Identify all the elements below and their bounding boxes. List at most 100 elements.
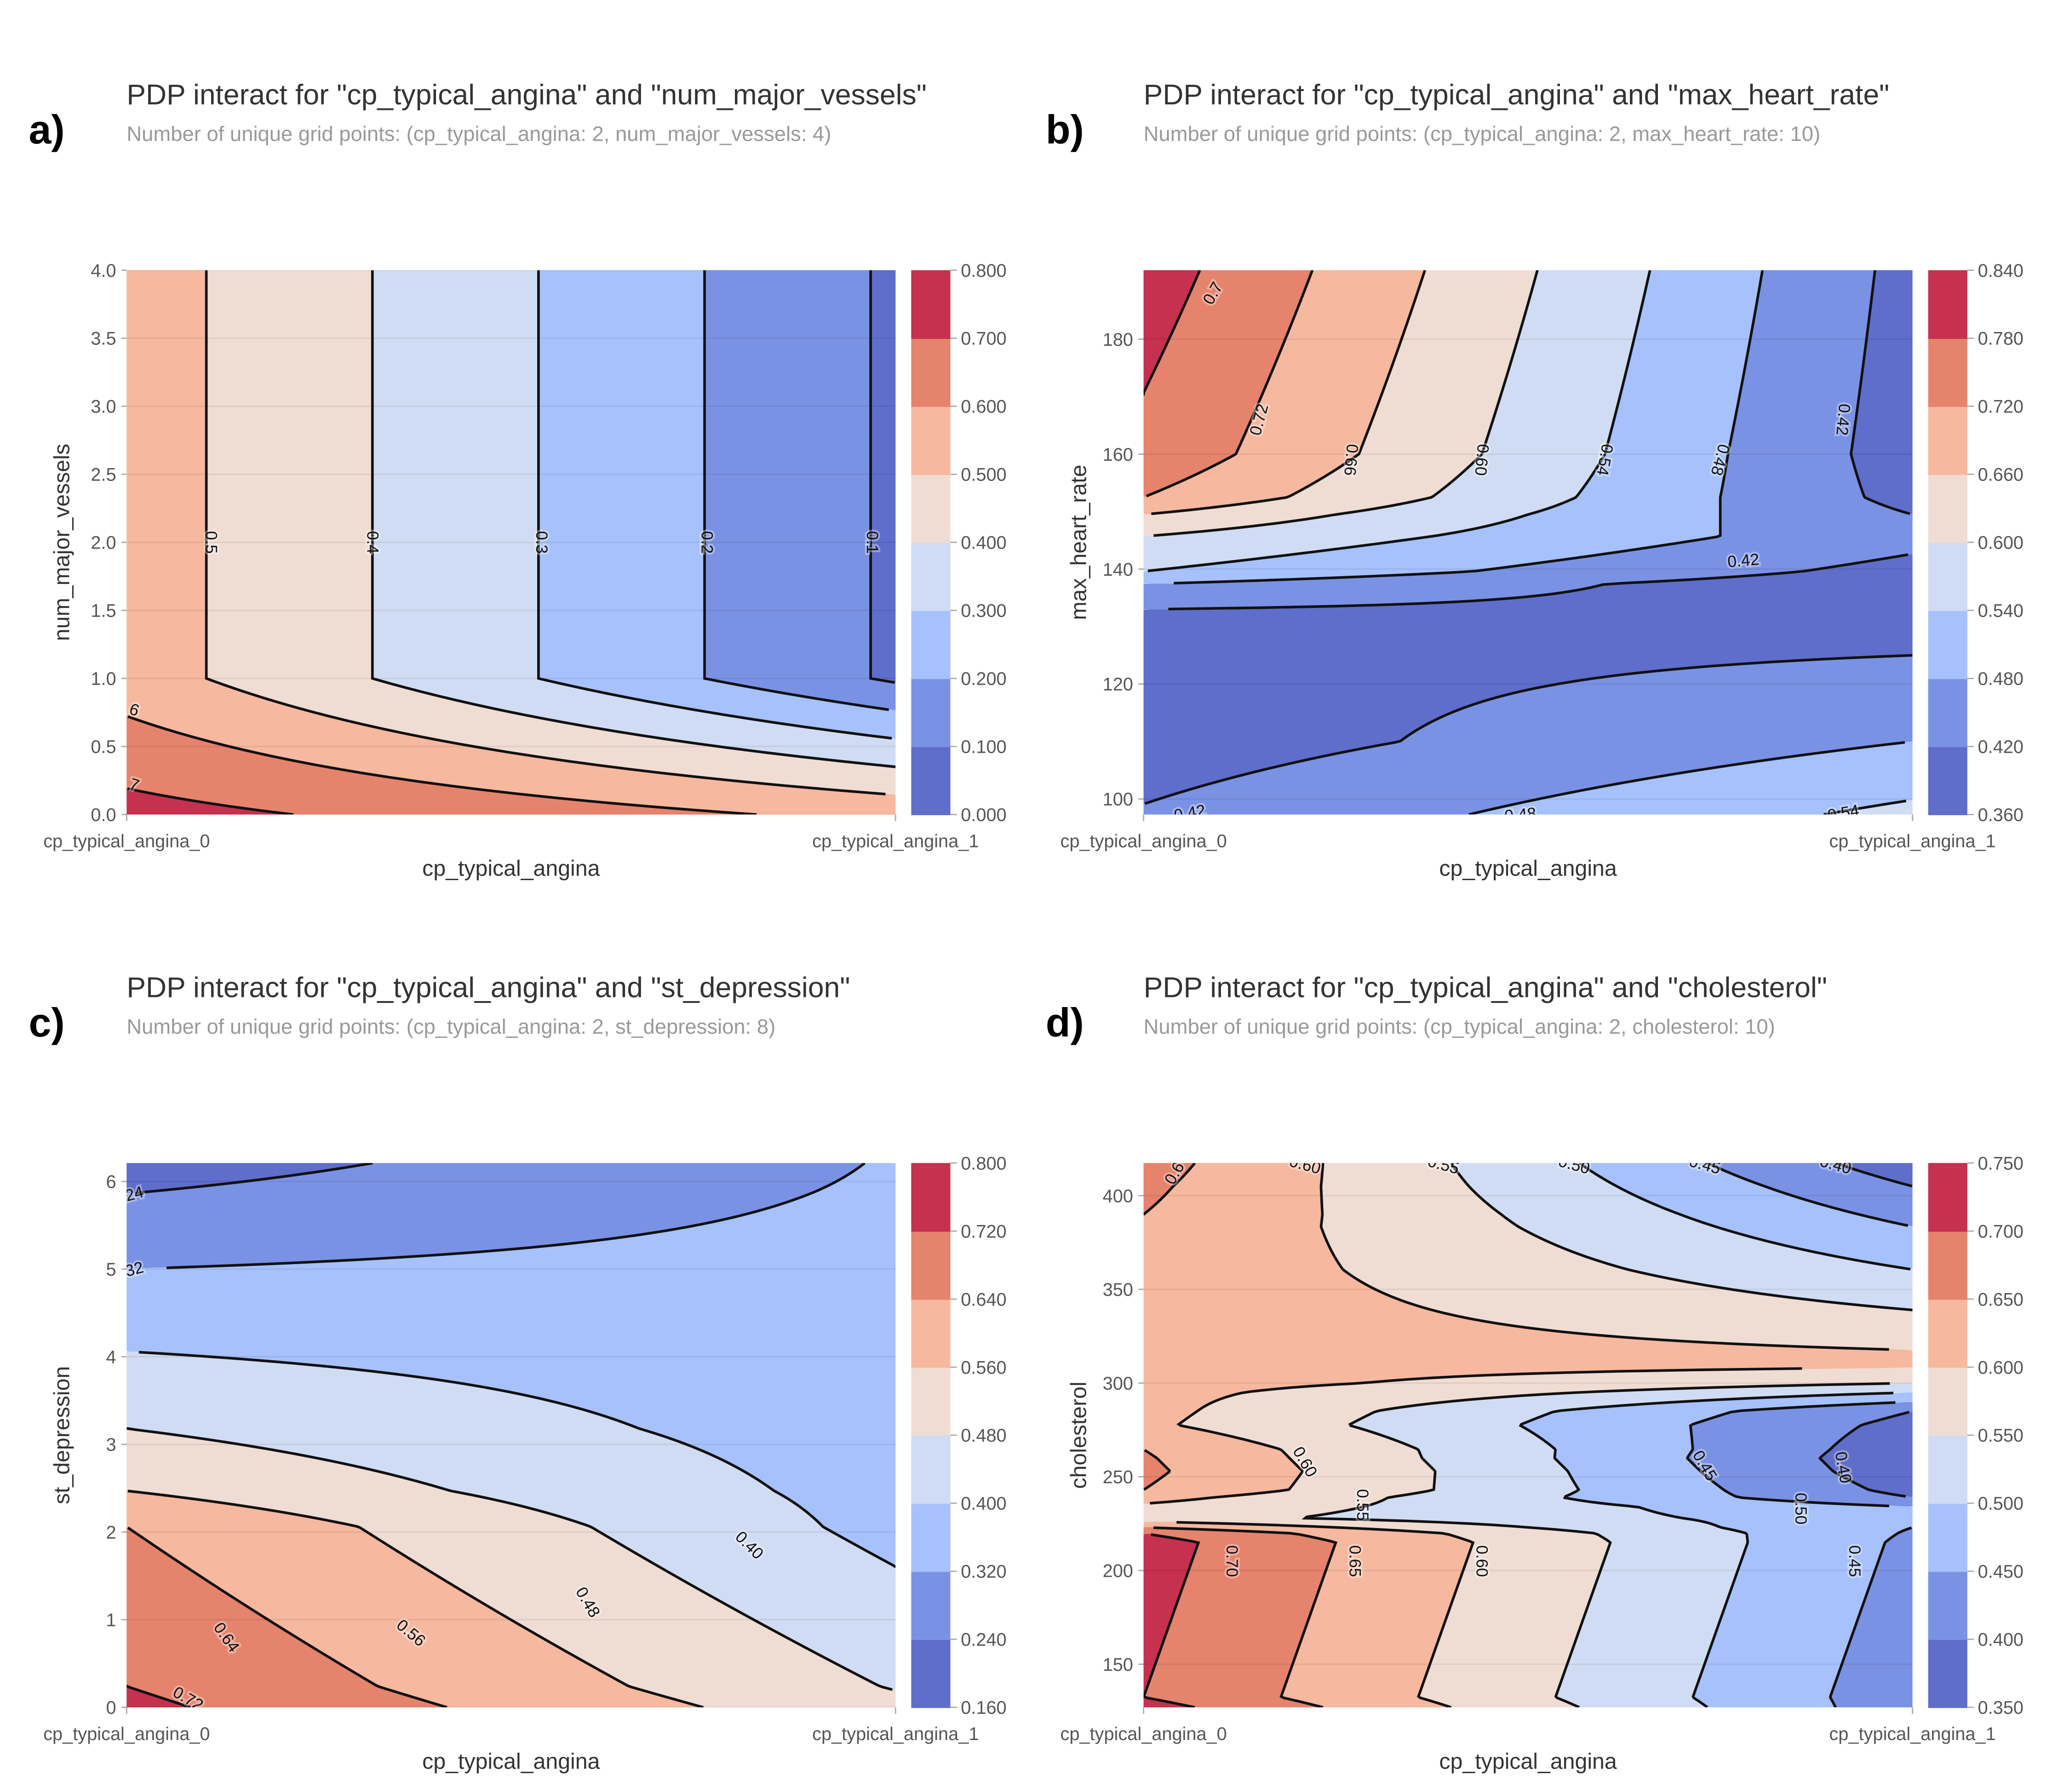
y-tick-label: 6 xyxy=(106,1172,116,1192)
contour-line-0.5 xyxy=(1578,1163,1911,1271)
contour-line-0.54 xyxy=(1823,799,1907,815)
contour-line-0.6 xyxy=(1176,1521,1475,1707)
contour-label: 0.55 xyxy=(1353,1489,1372,1521)
contour-line-0.48 xyxy=(1174,270,1764,585)
y-tick-label: 180 xyxy=(1103,330,1133,350)
contour-line-0.3 xyxy=(537,270,892,740)
y-tick-label: 1.0 xyxy=(91,669,116,689)
contour-line-0.42 xyxy=(1168,553,1909,611)
contour-line-0.65 xyxy=(1143,1163,1196,1216)
colorbar-segment xyxy=(1928,1299,1967,1368)
colorbar-segment xyxy=(911,746,951,815)
contour-line-0.2 xyxy=(703,270,889,711)
y-tick-label: 2.5 xyxy=(91,465,116,485)
contour-line-0.4 xyxy=(1835,1163,1913,1188)
contour-line-0.45 xyxy=(1829,1526,1912,1707)
contour-chart-d: d) PDP interact for "cp_typical_angina" a… xyxy=(1046,972,2024,1774)
contour-line-0.55 xyxy=(1302,1382,1890,1707)
colorbar-tick-label: 0.500 xyxy=(1978,1494,2023,1514)
contour-line-0.7 xyxy=(1143,1533,1200,1707)
contour-line-0.45 xyxy=(1686,1401,1896,1507)
chart-subtitle: Number of unique grid points: (cp_typica… xyxy=(1144,1015,1775,1038)
contour-line-0.72 xyxy=(126,1684,191,1707)
y-tick-label: 250 xyxy=(1103,1467,1133,1488)
colorbar-segment xyxy=(1928,542,1967,611)
chart-subtitle: Number of unique grid points: (cp_typica… xyxy=(126,122,831,146)
chart-subtitle: Number of unique grid points: (cp_typica… xyxy=(126,1015,775,1038)
contour-line-0.54 xyxy=(1147,270,1651,573)
colorbar-tick-label: 0.100 xyxy=(961,737,1006,757)
contour-label: 0.48 xyxy=(1504,804,1537,825)
contour-line-0.6 xyxy=(1150,1367,1802,1505)
colorbar-segment xyxy=(1928,1639,1967,1708)
colorbar-segment xyxy=(911,1503,951,1572)
colorbar-tick-label: 0.450 xyxy=(1978,1562,2023,1582)
y-axis-label: num_major_vessels xyxy=(49,444,74,641)
colorbar-tick-label: 0.700 xyxy=(961,329,1006,349)
chart-title: PDP interact for "cp_typical_angina" and… xyxy=(1144,79,1890,111)
contour-line-0.7 xyxy=(127,787,294,815)
colorbar-segment xyxy=(1928,406,1967,475)
y-tick-label: 160 xyxy=(1103,445,1133,465)
y-tick-label: 140 xyxy=(1103,560,1133,580)
colorbar-tick-label: 0.750 xyxy=(1978,1153,2023,1174)
colorbar-tick-label: 0.480 xyxy=(961,1426,1006,1446)
x-axis-label: cp_typical_angina xyxy=(422,1749,600,1774)
panel-d: d) PDP interact for "cp_typical_angina" a… xyxy=(1017,893,2040,1786)
x-tick-label: cp_typical_angina_0 xyxy=(1060,1724,1227,1744)
y-tick-label: 0.0 xyxy=(91,805,116,825)
colorbar-segment xyxy=(1928,338,1967,407)
colorbar-segment xyxy=(911,1163,951,1232)
chart-title: PDP interact for "cp_typical_angina" and… xyxy=(126,79,927,111)
colorbar-tick-label: 0.400 xyxy=(961,533,1006,553)
y-tick-label: 100 xyxy=(1103,790,1133,810)
contour-line-0.48 xyxy=(126,1427,893,1691)
colorbar-segment xyxy=(911,1231,951,1300)
y-tick-label: 3.5 xyxy=(91,329,116,349)
contour-line-0.55 xyxy=(1450,1163,1913,1311)
panel-letter: b) xyxy=(1046,107,1084,152)
colorbar-segment xyxy=(1928,1435,1967,1504)
contour-line-0.45 xyxy=(1707,1163,1909,1227)
contour-label: 0.42 xyxy=(1833,403,1854,436)
contour-line-0.42 xyxy=(1144,654,1913,805)
x-tick-label: cp_typical_angina_1 xyxy=(812,1724,979,1744)
colorbar-tick-label: 0.840 xyxy=(1978,261,2023,281)
y-tick-label: 4.0 xyxy=(91,261,116,281)
colorbar-tick-label: 0.160 xyxy=(961,1698,1006,1718)
contour-label: 0.5 xyxy=(202,531,220,554)
colorbar-tick-label: 0.200 xyxy=(961,669,1006,689)
y-axis-label: max_heart_rate xyxy=(1067,464,1091,620)
y-tick-label: 350 xyxy=(1103,1280,1133,1300)
contour-band-0 xyxy=(870,270,896,683)
contour-line-0.66 xyxy=(1151,270,1426,515)
contour-line-0.48 xyxy=(1468,741,1905,815)
contour-line-0.32 xyxy=(166,1163,866,1269)
colorbar-segment xyxy=(911,542,951,611)
panel-c: c) PDP interact for "cp_typical_angina" a… xyxy=(0,893,1023,1786)
colorbar-segment xyxy=(911,610,951,679)
colorbar-segment xyxy=(911,1571,951,1640)
contour-line-0.65 xyxy=(1143,1449,1171,1491)
colorbar-segment xyxy=(1928,1163,1967,1232)
contour-label: 0.3 xyxy=(533,531,551,554)
colorbar-segment xyxy=(1928,610,1967,679)
contour-line-0.4 xyxy=(1818,1410,1910,1498)
x-axis-label: cp_typical_angina xyxy=(1439,1749,1617,1774)
colorbar-tick-label: 0.400 xyxy=(1978,1630,2023,1650)
y-axis-label: cholesterol xyxy=(1067,1381,1091,1489)
y-tick-label: 200 xyxy=(1103,1561,1133,1581)
contour-chart-b: b) PDP interact for "cp_typical_angina" a… xyxy=(1046,79,2024,881)
contour-label: 0.1 xyxy=(863,531,882,554)
colorbar-tick-label: 0.300 xyxy=(961,601,1006,621)
contour-band-1 xyxy=(704,270,896,710)
colorbar-tick-label: 0.600 xyxy=(1978,533,2023,553)
plot-area: 0.70.720.66 0.60 0.54 0.480.420.420.42 0.48 0… xyxy=(1143,270,1913,825)
colorbar-tick-label: 0.640 xyxy=(961,1289,1006,1310)
colorbar-tick-label: 0.500 xyxy=(961,465,1006,485)
colorbar-tick-label: 0.600 xyxy=(1978,1357,2023,1378)
x-tick-label: cp_typical_angina_0 xyxy=(43,831,210,851)
colorbar-segment xyxy=(1928,1503,1967,1572)
